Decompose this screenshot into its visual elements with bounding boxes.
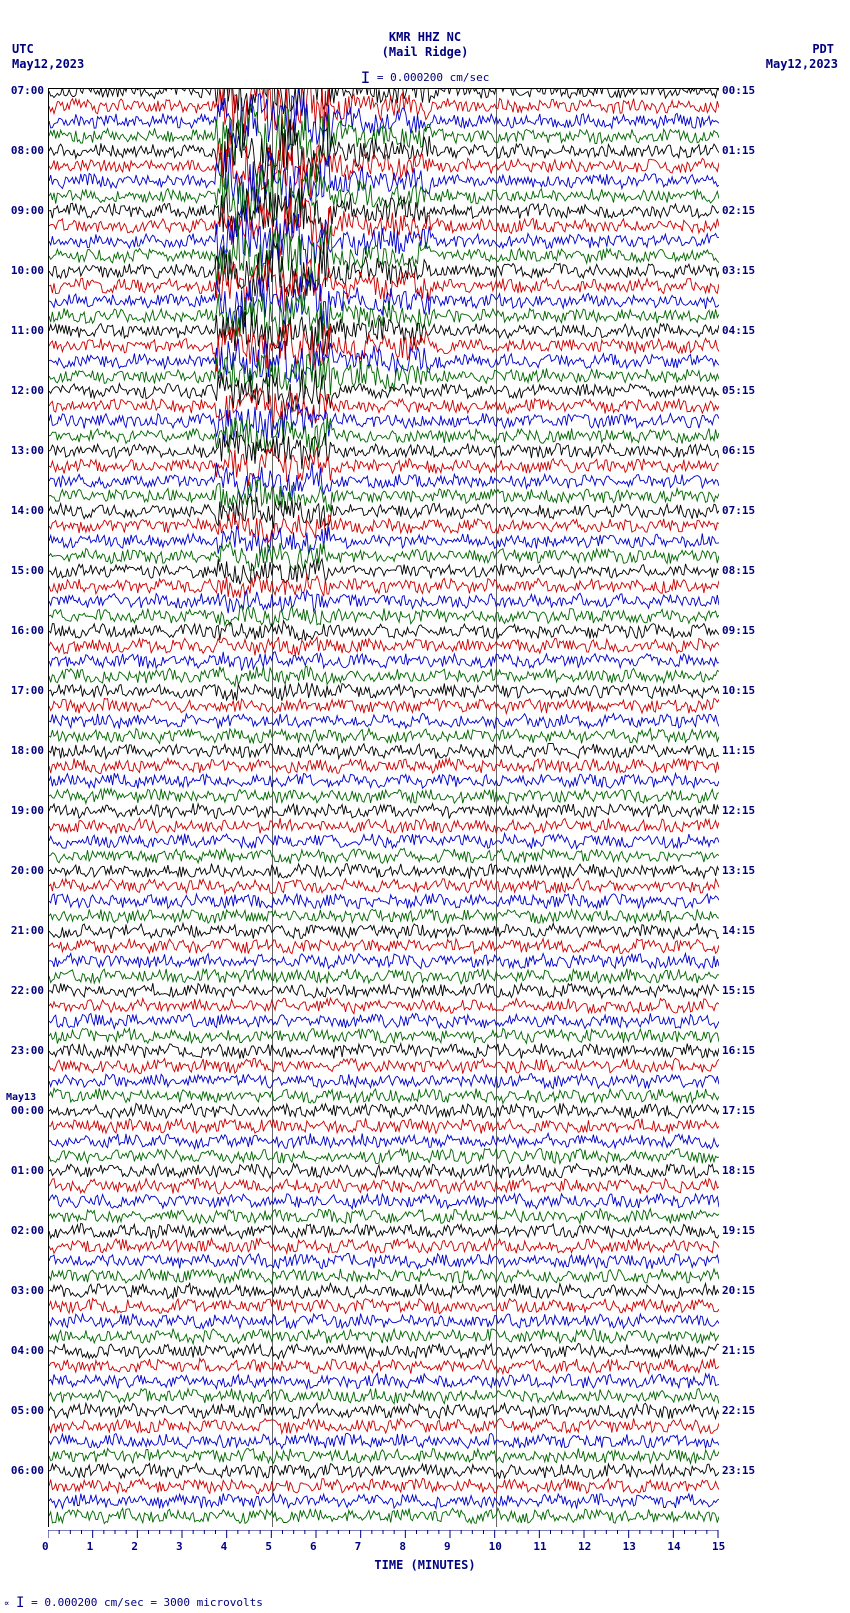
pdt-time-label: 06:15 <box>722 444 755 457</box>
pdt-time-label: 14:15 <box>722 924 755 937</box>
x-tick-label: 8 <box>399 1540 406 1553</box>
x-tick-label: 10 <box>489 1540 502 1553</box>
seismic-trace <box>49 1486 719 1527</box>
utc-time-label: 21:00 <box>4 924 44 937</box>
seismogram-container: KMR HHZ NC (Mail Ridge) I = 0.000200 cm/… <box>0 0 850 1613</box>
pdt-time-label: 04:15 <box>722 324 755 337</box>
utc-time-label: 07:00 <box>4 84 44 97</box>
pdt-time-label: 12:15 <box>722 804 755 817</box>
scale-bar-icon: I <box>361 68 371 87</box>
footer-prefix: ∝ <box>4 1599 9 1609</box>
utc-time-label: 02:00 <box>4 1224 44 1237</box>
pdt-time-label: 03:15 <box>722 264 755 277</box>
pdt-time-label: 15:15 <box>722 984 755 997</box>
x-tick-label: 9 <box>444 1540 451 1553</box>
utc-time-label: 04:00 <box>4 1344 44 1357</box>
pdt-time-label: 23:15 <box>722 1464 755 1477</box>
pdt-time-label: 08:15 <box>722 564 755 577</box>
timezone-left: UTC <box>12 42 34 56</box>
pdt-time-label: 21:15 <box>722 1344 755 1357</box>
helicorder-plot <box>48 88 719 1527</box>
utc-time-label: 06:00 <box>4 1464 44 1477</box>
utc-time-label: 20:00 <box>4 864 44 877</box>
utc-time-label: 03:00 <box>4 1284 44 1297</box>
utc-time-label: 08:00 <box>4 144 44 157</box>
station-location: (Mail Ridge) <box>0 45 850 59</box>
date-right: May12,2023 <box>766 57 838 71</box>
x-tick-label: 1 <box>87 1540 94 1553</box>
pdt-time-label: 11:15 <box>722 744 755 757</box>
utc-time-label: 10:00 <box>4 264 44 277</box>
utc-time-label: 17:00 <box>4 684 44 697</box>
x-tick-label: 2 <box>131 1540 138 1553</box>
pdt-time-label: 02:15 <box>722 204 755 217</box>
pdt-time-label: 07:15 <box>722 504 755 517</box>
x-axis-ticks <box>48 1530 720 1550</box>
pdt-time-label: 05:15 <box>722 384 755 397</box>
utc-time-label: 13:00 <box>4 444 44 457</box>
utc-time-label: 14:00 <box>4 504 44 517</box>
timezone-right: PDT <box>812 42 834 56</box>
scale-value: = 0.000200 cm/sec <box>377 71 490 84</box>
x-tick-label: 5 <box>265 1540 272 1553</box>
utc-time-label: 00:00 <box>4 1104 44 1117</box>
utc-time-label: 05:00 <box>4 1404 44 1417</box>
x-tick-label: 3 <box>176 1540 183 1553</box>
x-tick-label: 11 <box>533 1540 546 1553</box>
utc-time-label: 01:00 <box>4 1164 44 1177</box>
date-rollover-label: May13 <box>6 1092 36 1103</box>
pdt-time-label: 19:15 <box>722 1224 755 1237</box>
pdt-time-label: 20:15 <box>722 1284 755 1297</box>
footer-scale: ∝ I = 0.000200 cm/sec = 3000 microvolts <box>4 1595 263 1611</box>
pdt-time-label: 13:15 <box>722 864 755 877</box>
utc-time-label: 18:00 <box>4 744 44 757</box>
utc-time-label: 22:00 <box>4 984 44 997</box>
x-tick-label: 14 <box>667 1540 680 1553</box>
x-tick-label: 7 <box>355 1540 362 1553</box>
station-code: KMR HHZ NC <box>0 30 850 44</box>
x-tick-label: 0 <box>42 1540 49 1553</box>
pdt-time-label: 00:15 <box>722 84 755 97</box>
pdt-time-label: 17:15 <box>722 1104 755 1117</box>
pdt-time-label: 01:15 <box>722 144 755 157</box>
x-tick-label: 6 <box>310 1540 317 1553</box>
utc-time-label: 23:00 <box>4 1044 44 1057</box>
pdt-time-label: 16:15 <box>722 1044 755 1057</box>
x-tick-label: 15 <box>712 1540 725 1553</box>
footer-scale-text: = 0.000200 cm/sec = 3000 microvolts <box>31 1596 263 1609</box>
scale-bar-icon: I <box>16 1595 24 1611</box>
pdt-time-label: 09:15 <box>722 624 755 637</box>
utc-time-label: 11:00 <box>4 324 44 337</box>
x-axis-label: TIME (MINUTES) <box>0 1558 850 1572</box>
utc-time-label: 12:00 <box>4 384 44 397</box>
utc-time-label: 15:00 <box>4 564 44 577</box>
pdt-time-label: 18:15 <box>722 1164 755 1177</box>
x-tick-label: 4 <box>221 1540 228 1553</box>
utc-time-label: 16:00 <box>4 624 44 637</box>
pdt-time-label: 10:15 <box>722 684 755 697</box>
utc-time-label: 19:00 <box>4 804 44 817</box>
pdt-time-label: 22:15 <box>722 1404 755 1417</box>
date-left: May12,2023 <box>12 57 84 71</box>
x-tick-label: 12 <box>578 1540 591 1553</box>
x-tick-label: 13 <box>623 1540 636 1553</box>
utc-time-label: 09:00 <box>4 204 44 217</box>
